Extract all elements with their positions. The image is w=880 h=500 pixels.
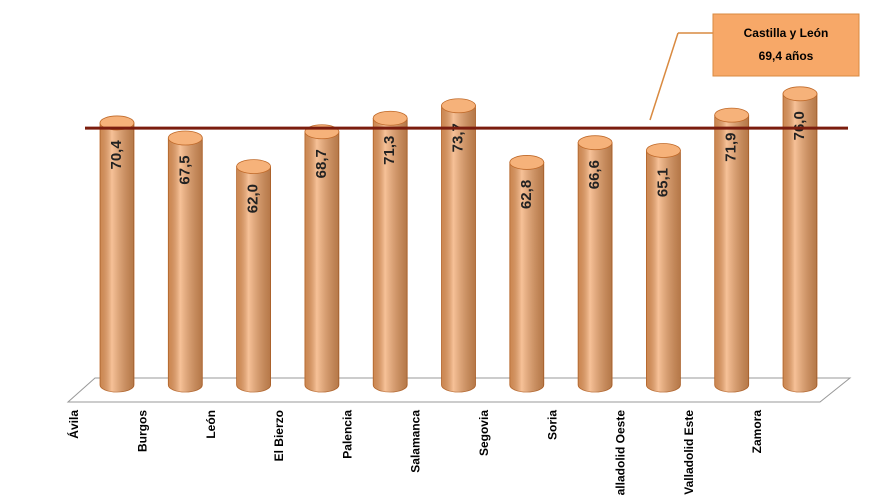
bar-shade <box>714 115 749 393</box>
bar-shade <box>304 131 339 393</box>
x-tick-label: Soria <box>545 410 559 440</box>
value-label: 66,6 <box>586 160 603 189</box>
bar-top <box>714 107 750 123</box>
bar-top <box>372 110 408 126</box>
bar: 71,3 <box>372 110 408 393</box>
x-tick-label: Valladolid Este <box>682 410 696 495</box>
value-label: 65,1 <box>654 168 671 197</box>
x-tick-label: León <box>204 410 218 439</box>
bar: 67,5 <box>167 130 203 393</box>
bar: 68,7 <box>304 124 340 393</box>
x-tick-label: Salamanca <box>409 410 423 473</box>
bar: 66,6 <box>577 135 613 393</box>
callout-box <box>712 13 860 77</box>
value-label: 62,8 <box>518 180 535 209</box>
bar: 73,7 <box>441 98 476 393</box>
bar-top <box>167 130 203 146</box>
bar-top <box>577 135 613 151</box>
value-label: 67,5 <box>176 155 193 184</box>
bar-shade <box>578 142 613 393</box>
value-label: 71,3 <box>381 136 398 165</box>
bar-top <box>646 143 681 158</box>
bar: 65,1 <box>646 143 681 393</box>
x-tick-label: Zamora <box>750 410 764 454</box>
x-tick-label: Burgos <box>135 410 149 452</box>
reference-name: Castilla y León <box>744 26 829 40</box>
bar-shade <box>646 150 681 393</box>
bar-shade <box>236 166 271 393</box>
callout-connector <box>649 32 679 121</box>
bar: 70,4 <box>99 115 135 393</box>
bar: 62,8 <box>509 155 545 393</box>
reference-label: 69,4 años <box>759 49 814 63</box>
value-label: 68,7 <box>313 149 330 178</box>
bar-top <box>782 86 818 102</box>
bar-top <box>99 115 135 131</box>
bar: 71,9 <box>714 107 750 393</box>
x-tick-label: El Bierzo <box>272 410 286 461</box>
bar-top <box>441 98 476 114</box>
value-label: 62,0 <box>245 184 262 213</box>
bar-shade <box>373 118 408 393</box>
value-label: 71,9 <box>723 133 740 162</box>
bar-shade <box>100 122 134 393</box>
x-tick-label: Palencia <box>340 410 354 459</box>
bar-shade <box>783 93 817 393</box>
x-tick-label: Ávila <box>66 410 81 439</box>
bar-top <box>236 159 272 175</box>
value-label: 73,7 <box>449 123 466 152</box>
bar-shade <box>441 105 476 393</box>
x-tick-label: Valladolid Oeste <box>614 410 628 495</box>
value-label: 70,4 <box>108 140 125 170</box>
bar-top <box>509 155 545 170</box>
x-tick-label: Segovia <box>477 410 491 456</box>
value-label: 76,0 <box>791 111 808 140</box>
bar: 76,0 <box>782 86 818 393</box>
bar-shade <box>168 138 203 393</box>
bar-shade <box>509 162 544 393</box>
bar: 62,0 <box>236 159 272 393</box>
